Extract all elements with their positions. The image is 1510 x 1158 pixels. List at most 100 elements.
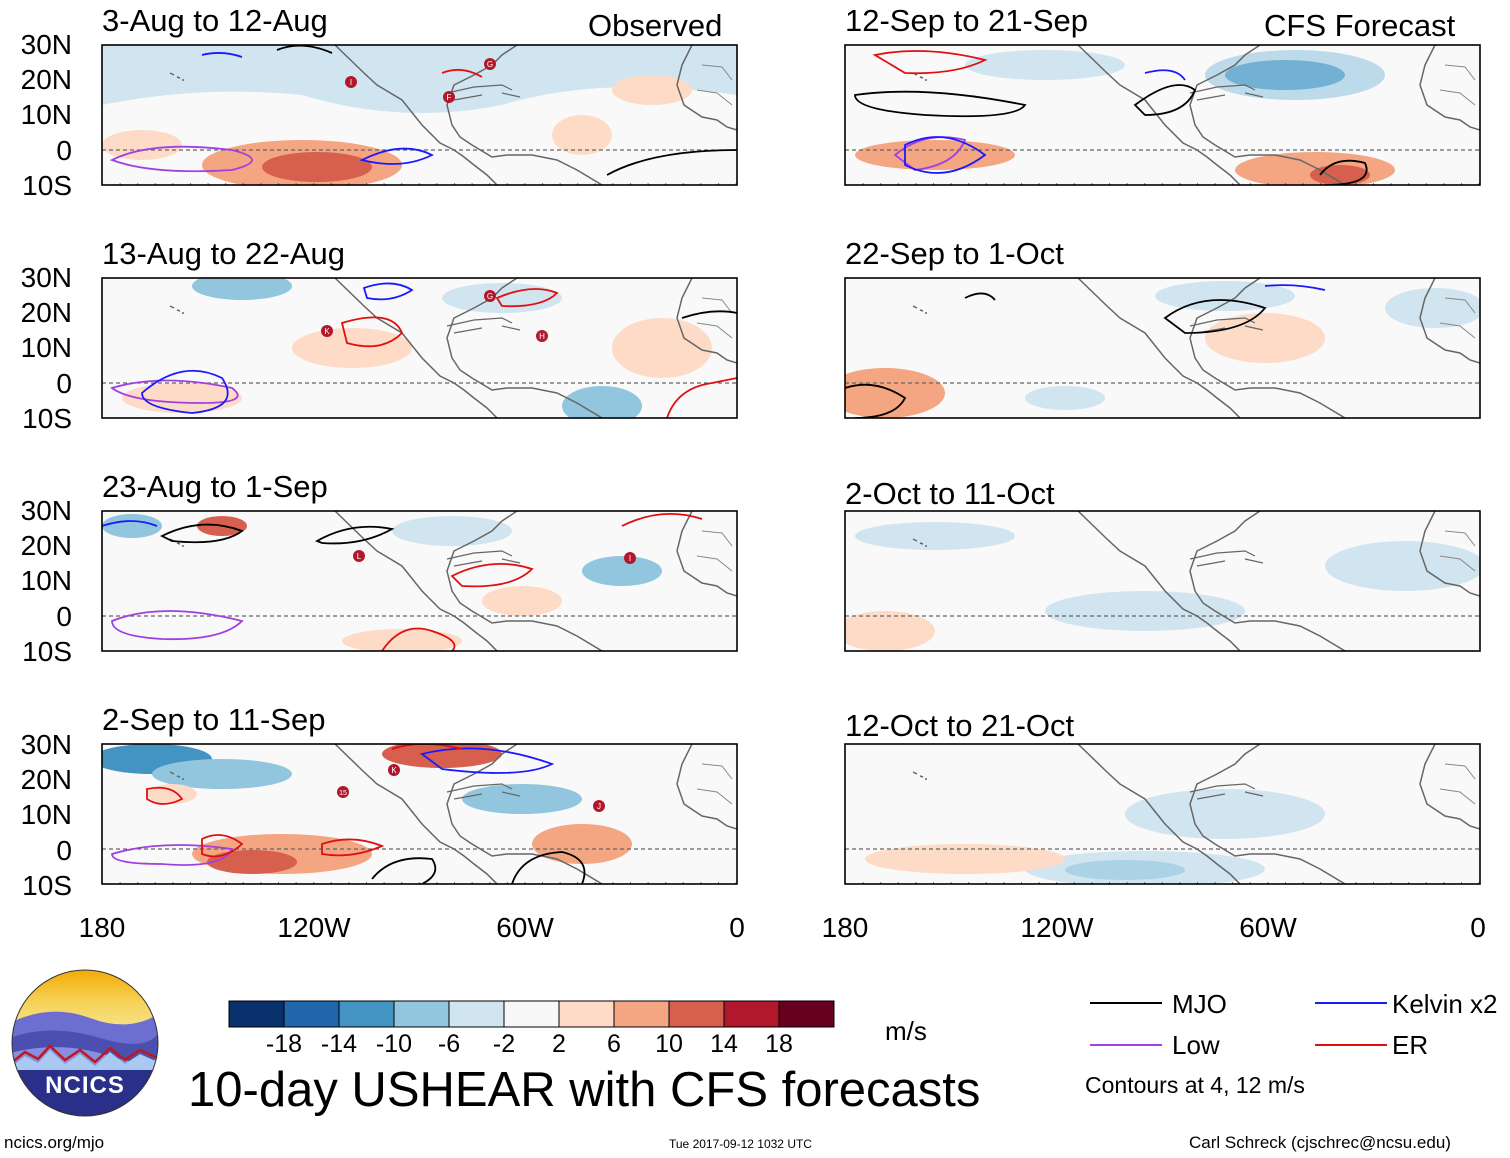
lat-label-10s: 10S — [22, 170, 72, 201]
svg-text:G: G — [487, 292, 493, 301]
lat-label-eq: 0 — [56, 368, 72, 399]
svg-text:K: K — [324, 327, 330, 336]
panel-title-6: 22-Sep to 1-Oct — [845, 236, 1064, 271]
colorbar-tick-label: 18 — [765, 1030, 793, 1058]
map-panel-observed-2 — [102, 278, 737, 418]
lat-label-30n: 30N — [20, 495, 72, 526]
colorbar-tick-label: -14 — [320, 1030, 358, 1058]
colorbar-swatch — [228, 1000, 285, 1028]
svg-text:I: I — [629, 554, 631, 563]
colorbar-swatch — [778, 1000, 835, 1028]
svg-text:K: K — [391, 766, 397, 775]
lat-label-eq: 0 — [56, 135, 72, 166]
lat-label-20n: 20N — [20, 297, 72, 328]
legend: MJO Kelvin x2 Low ER Contours at 4, 12 m… — [1085, 988, 1505, 1098]
colorbar-swatch — [338, 1000, 395, 1028]
colorbar-swatch — [613, 1000, 670, 1028]
colorbar-unit: m/s — [885, 1016, 927, 1046]
map-panel-forecast-1 — [845, 45, 1480, 185]
colorbar-tick-label: 6 — [607, 1030, 621, 1058]
storm-marker: K — [320, 323, 334, 344]
colorbar — [228, 1000, 835, 1028]
storm-marker: 15 — [336, 784, 350, 805]
lat-label-10s: 10S — [22, 870, 72, 901]
lat-label-10n: 10N — [20, 99, 72, 130]
colorbar-swatch — [503, 1000, 560, 1028]
legend-note: Contours at 4, 12 m/s — [1085, 1072, 1305, 1098]
footer-right: Carl Schreck (cjschrec@ncsu.edu) — [1189, 1133, 1451, 1152]
legend-label-low: Low — [1172, 1030, 1220, 1060]
storm-marker: L — [352, 548, 366, 569]
colorbar-tick-label: 14 — [710, 1030, 738, 1058]
svg-text:I: I — [350, 78, 352, 87]
lat-label-10n: 10N — [20, 332, 72, 363]
panel-title-7: 2-Oct to 11-Oct — [845, 476, 1055, 511]
legend-swatch-mjo — [1090, 1002, 1162, 1004]
lat-label-30n: 30N — [20, 729, 72, 760]
logo-text: NCICS — [45, 1072, 125, 1099]
colorbar-tick-label: -2 — [492, 1030, 516, 1058]
colorbar-swatch — [558, 1000, 615, 1028]
legend-swatch-er — [1315, 1044, 1387, 1046]
footer-left[interactable]: ncics.org/mjo — [4, 1133, 105, 1152]
svg-text:J: J — [597, 802, 601, 811]
panel-title-3: 23-Aug to 1-Sep — [102, 469, 328, 504]
svg-text:L: L — [357, 552, 362, 561]
footer-center: Tue 2017-09-12 1032 UTC — [669, 1137, 812, 1151]
lat-label-10s: 10S — [22, 403, 72, 434]
colorbar-swatch — [283, 1000, 340, 1028]
storm-marker: G — [483, 56, 497, 77]
colorbar-swatch — [393, 1000, 450, 1028]
lon-label-60w: 60W — [496, 912, 554, 943]
figure-title: 10-day USHEAR with CFS forecasts — [188, 1063, 981, 1117]
panel-title-1: 3-Aug to 12-Aug — [102, 3, 328, 38]
colorbar-swatch — [448, 1000, 505, 1028]
lat-label-eq: 0 — [56, 601, 72, 632]
storm-marker: H — [535, 328, 549, 349]
lon-label-180: 180 — [78, 912, 126, 943]
lon-label-0: 0 — [1470, 912, 1486, 943]
map-panel-forecast-4 — [845, 744, 1480, 884]
forecast-label: CFS Forecast — [1264, 8, 1456, 43]
map-panel-observed-3 — [102, 511, 737, 651]
storm-marker: I — [623, 550, 637, 571]
legend-label-er: ER — [1392, 1030, 1429, 1060]
colorbar-ticks: -18 -14 -10 -6 -2 2 6 10 14 18 — [0, 1030, 1510, 1060]
lat-label-30n: 30N — [20, 262, 72, 293]
lon-label-60w: 60W — [1239, 912, 1297, 943]
storm-marker: J — [592, 798, 606, 819]
colorbar-tick-label: -18 — [265, 1030, 303, 1058]
colorbar-swatch — [668, 1000, 725, 1028]
storm-marker: G — [483, 288, 497, 309]
lon-label-120w: 120W — [1020, 912, 1094, 943]
colorbar-tick-label: 10 — [655, 1030, 683, 1058]
storm-marker: I — [344, 74, 358, 95]
lat-label-eq: 0 — [56, 835, 72, 866]
map-panel-forecast-3 — [845, 511, 1480, 651]
observed-label: Observed — [588, 8, 723, 43]
storm-marker: F — [442, 89, 456, 110]
svg-text:15: 15 — [339, 790, 347, 797]
colorbar-tick-label: -10 — [375, 1030, 413, 1058]
svg-text:H: H — [539, 332, 545, 341]
map-panel-observed-1 — [102, 45, 737, 185]
svg-text:G: G — [487, 60, 493, 69]
panel-title-8: 12-Oct to 21-Oct — [845, 708, 1075, 743]
colorbar-tick-label: 2 — [552, 1030, 566, 1058]
lat-label-20n: 20N — [20, 530, 72, 561]
legend-label-kelvin: Kelvin x2 — [1392, 989, 1498, 1019]
legend-swatch-kelvin — [1315, 1002, 1387, 1004]
lat-label-20n: 20N — [20, 764, 72, 795]
svg-text:F: F — [447, 93, 452, 102]
lat-label-10n: 10N — [20, 799, 72, 830]
map-panel-observed-4 — [102, 744, 737, 884]
lon-label-120w: 120W — [277, 912, 351, 943]
lon-label-0: 0 — [729, 912, 745, 943]
panel-title-4: 2-Sep to 11-Sep — [102, 702, 326, 737]
legend-swatch-low — [1090, 1044, 1162, 1046]
panel-title-5: 12-Sep to 21-Sep — [845, 3, 1089, 38]
lat-label-20n: 20N — [20, 64, 72, 95]
ncics-logo: NCICS — [10, 968, 160, 1123]
colorbar-tick-label: -6 — [437, 1030, 461, 1058]
